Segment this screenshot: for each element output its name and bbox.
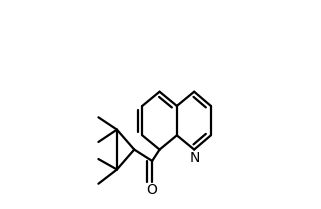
Text: N: N — [190, 152, 200, 166]
Text: O: O — [147, 183, 158, 197]
